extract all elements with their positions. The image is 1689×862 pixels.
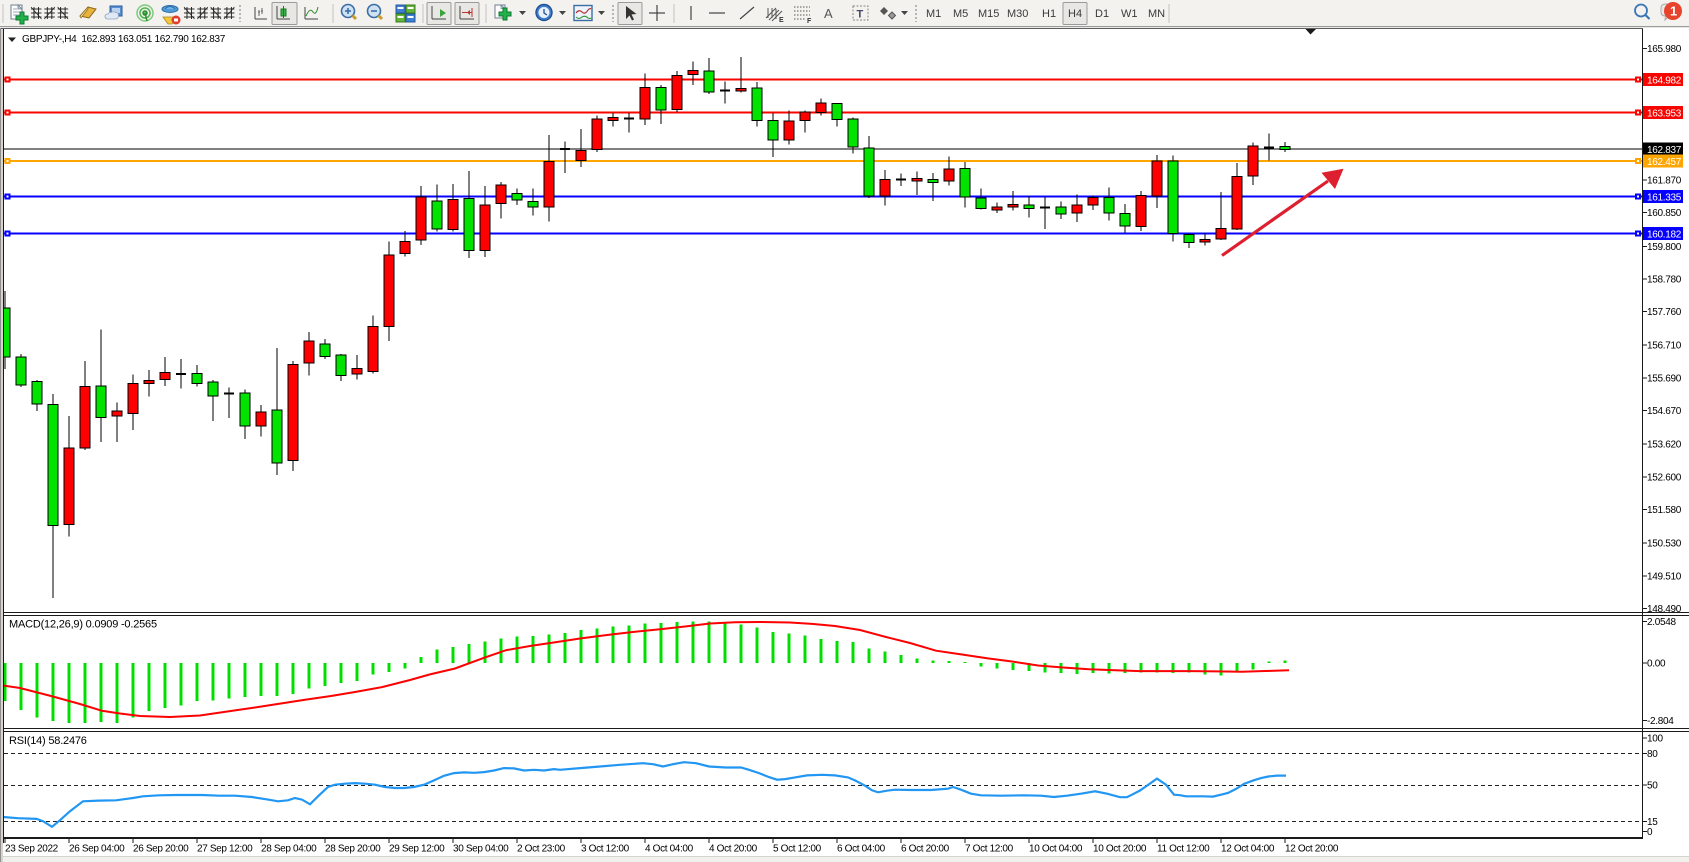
svg-text:1: 1	[1670, 4, 1677, 19]
svg-text:6 Oct 04:00: 6 Oct 04:00	[837, 844, 886, 855]
svg-text:28 Sep 04:00: 28 Sep 04:00	[261, 844, 317, 855]
svg-text:160.850: 160.850	[1647, 208, 1682, 219]
svg-text:165.980: 165.980	[1647, 44, 1682, 55]
svg-text:GBPJPY-,H4 162.893 163.051 16: GBPJPY-,H4 162.893 163.051 162.790 162.8…	[22, 34, 226, 45]
svg-text:161.335: 161.335	[1647, 193, 1682, 204]
svg-text:150.530: 150.530	[1647, 539, 1682, 550]
svg-text:3 Oct 12:00: 3 Oct 12:00	[581, 844, 630, 855]
svg-text:F: F	[807, 18, 812, 25]
svg-text:0.00: 0.00	[1647, 659, 1666, 670]
svg-text:156.710: 156.710	[1647, 341, 1682, 352]
svg-text:15: 15	[1647, 817, 1658, 828]
svg-text:E: E	[779, 17, 784, 24]
svg-text:160.182: 160.182	[1647, 230, 1682, 241]
svg-text:11 Oct 12:00: 11 Oct 12:00	[1157, 844, 1210, 855]
svg-text:M30: M30	[1007, 8, 1028, 20]
svg-text:D1: D1	[1095, 8, 1109, 20]
svg-text:10 Oct 20:00: 10 Oct 20:00	[1093, 844, 1147, 855]
svg-text:151.580: 151.580	[1647, 505, 1682, 516]
svg-text:162.837: 162.837	[1647, 145, 1682, 156]
svg-text:6 Oct 20:00: 6 Oct 20:00	[901, 844, 950, 855]
svg-text:M15: M15	[978, 8, 999, 20]
svg-text:23 Sep 2022: 23 Sep 2022	[5, 844, 59, 855]
svg-text:80: 80	[1647, 749, 1658, 760]
svg-text:H1: H1	[1042, 8, 1056, 20]
svg-text:RSI(14) 58.2476: RSI(14) 58.2476	[9, 735, 87, 747]
svg-text:157.760: 157.760	[1647, 307, 1682, 318]
svg-text:29 Sep 12:00: 29 Sep 12:00	[389, 844, 445, 855]
svg-text:162.457: 162.457	[1647, 157, 1682, 168]
svg-text:M5: M5	[953, 8, 968, 20]
svg-text:2 Oct 23:00: 2 Oct 23:00	[517, 844, 566, 855]
svg-text:12 Oct 20:00: 12 Oct 20:00	[1285, 844, 1339, 855]
svg-text:153.620: 153.620	[1647, 440, 1682, 451]
svg-text:10 Oct 04:00: 10 Oct 04:00	[1029, 844, 1083, 855]
svg-text:0: 0	[1647, 827, 1653, 838]
svg-text:MACD(12,26,9) 0.0909 -0.2565: MACD(12,26,9) 0.0909 -0.2565	[9, 619, 157, 631]
svg-text:-2.804: -2.804	[1647, 716, 1674, 727]
svg-text:28 Sep 20:00: 28 Sep 20:00	[325, 844, 381, 855]
svg-text:149.510: 149.510	[1647, 571, 1682, 582]
svg-text:161.870: 161.870	[1647, 176, 1682, 187]
svg-text:W1: W1	[1121, 8, 1138, 20]
svg-text:5 Oct 12:00: 5 Oct 12:00	[773, 844, 822, 855]
svg-text:2.0548: 2.0548	[1647, 617, 1677, 628]
svg-text:27 Sep 12:00: 27 Sep 12:00	[197, 844, 253, 855]
svg-text:7 Oct 12:00: 7 Oct 12:00	[965, 844, 1014, 855]
svg-text:H4: H4	[1068, 8, 1082, 20]
svg-text:T: T	[857, 9, 864, 21]
svg-text:50: 50	[1647, 780, 1658, 791]
svg-text:159.800: 159.800	[1647, 242, 1682, 253]
svg-text:158.780: 158.780	[1647, 275, 1682, 286]
svg-text:152.600: 152.600	[1647, 472, 1682, 483]
svg-text:164.982: 164.982	[1647, 76, 1682, 87]
svg-text:A: A	[824, 6, 833, 21]
svg-text:30 Sep 04:00: 30 Sep 04:00	[453, 844, 509, 855]
svg-text:12 Oct 04:00: 12 Oct 04:00	[1221, 844, 1275, 855]
svg-text:4 Oct 04:00: 4 Oct 04:00	[645, 844, 694, 855]
svg-text:155.690: 155.690	[1647, 373, 1682, 384]
svg-text:26 Sep 20:00: 26 Sep 20:00	[133, 844, 189, 855]
svg-text:163.953: 163.953	[1647, 109, 1682, 120]
svg-text:MN: MN	[1148, 8, 1165, 20]
svg-text:M1: M1	[926, 8, 941, 20]
svg-text:148.490: 148.490	[1647, 604, 1682, 615]
svg-text:26 Sep 04:00: 26 Sep 04:00	[69, 844, 125, 855]
svg-text:4 Oct 20:00: 4 Oct 20:00	[709, 844, 758, 855]
svg-text:154.670: 154.670	[1647, 406, 1682, 417]
svg-text:100: 100	[1647, 733, 1664, 744]
